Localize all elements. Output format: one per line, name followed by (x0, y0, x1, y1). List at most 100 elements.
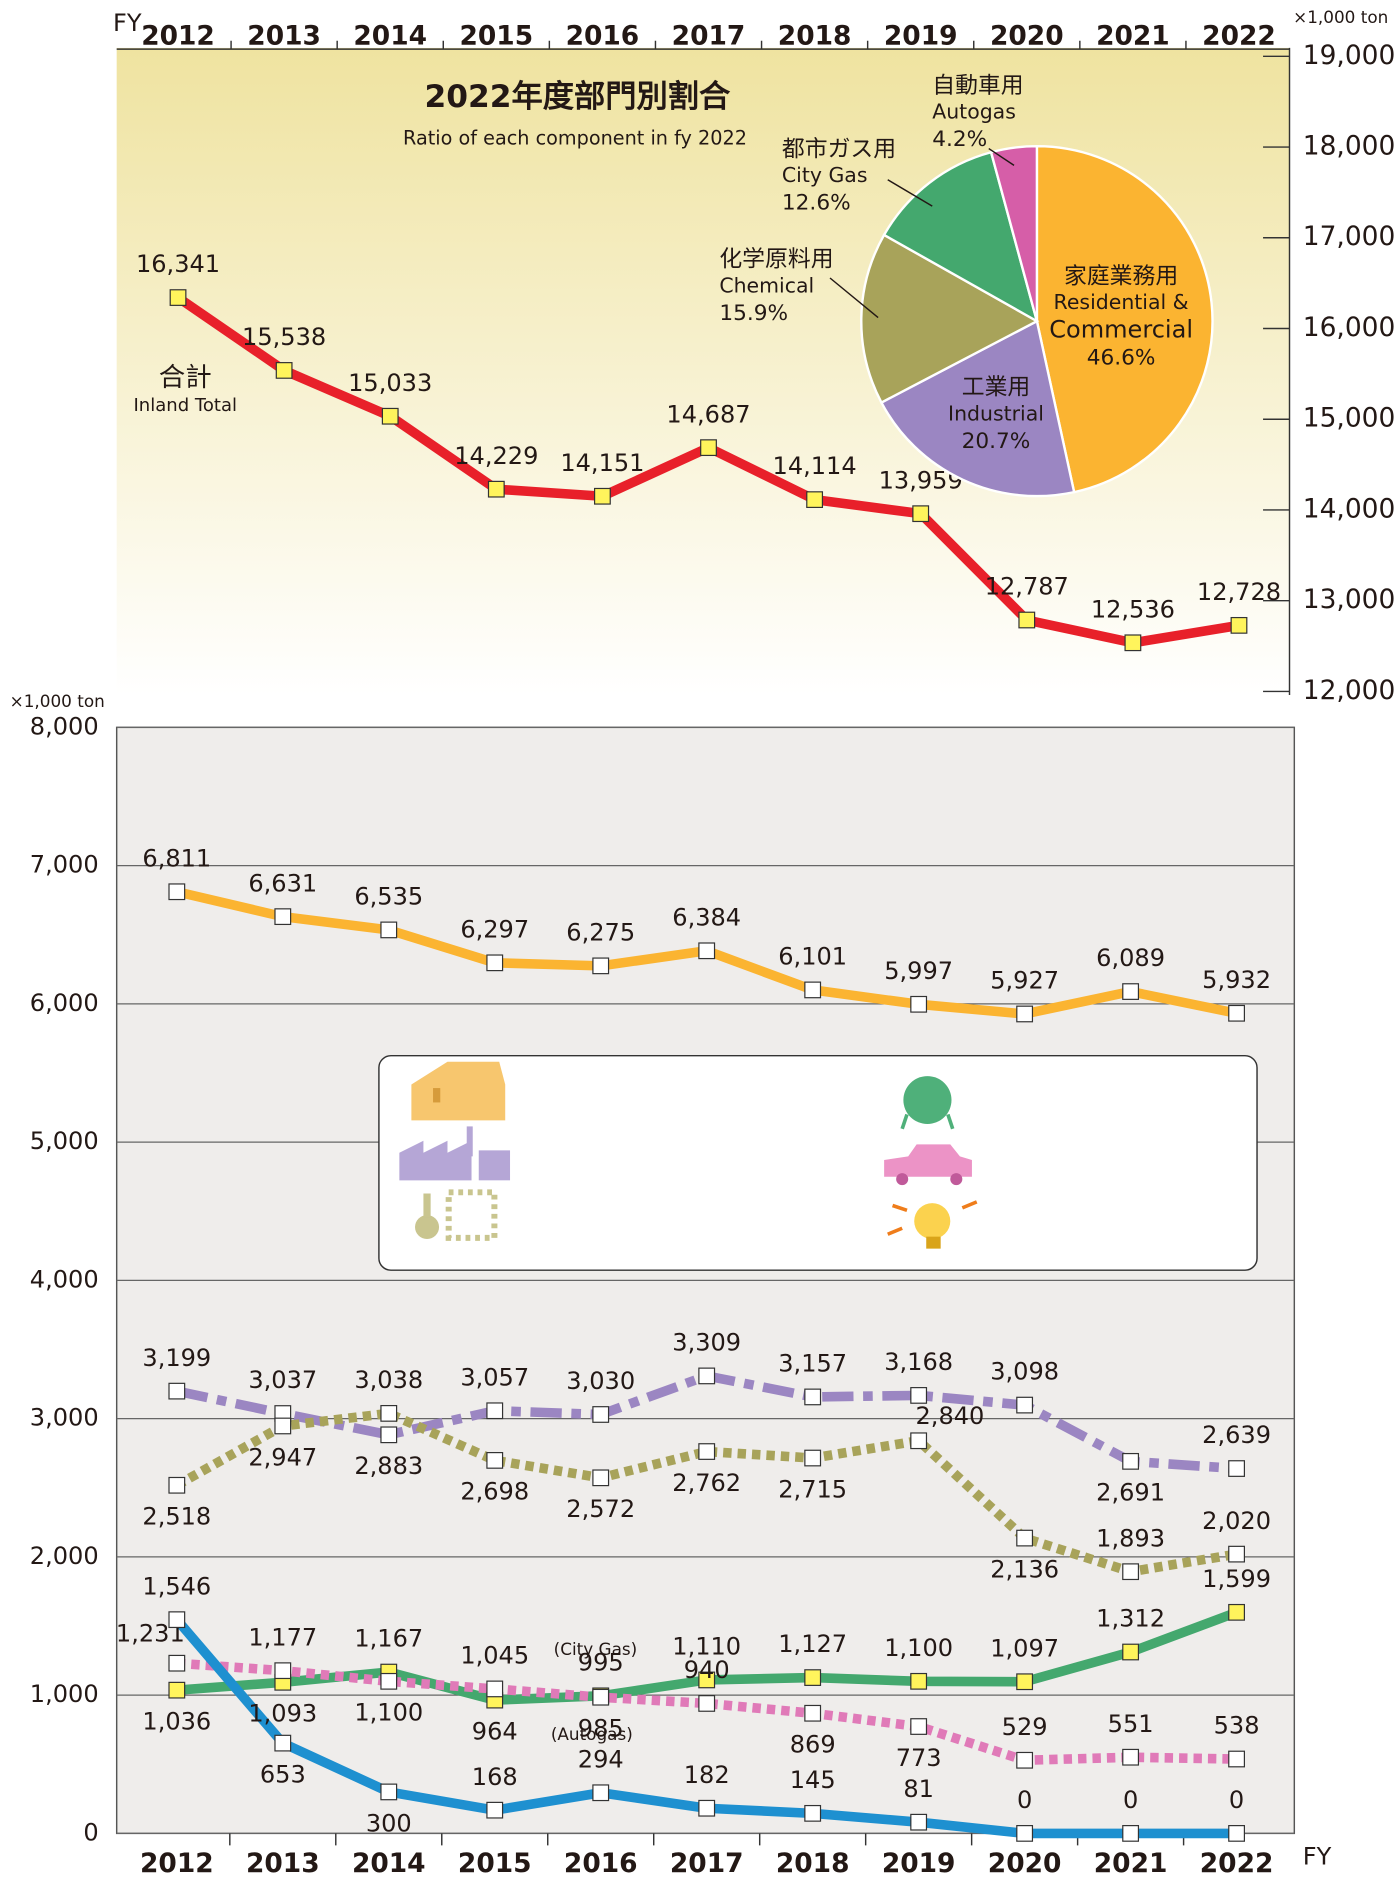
series-line (176, 1658, 1237, 1766)
marker (486, 1402, 504, 1420)
x-tick-label: 2022 (1200, 1848, 1274, 1879)
value-label: 12,787 (985, 573, 1069, 601)
value-label: 14,151 (560, 449, 644, 477)
value-label: 2,698 (460, 1478, 529, 1506)
icon-house (411, 1061, 506, 1121)
value-label: 653 (260, 1761, 306, 1789)
y-tick-label: 2,000 (30, 1542, 99, 1570)
marker (274, 1662, 292, 1680)
value-label: 6,535 (354, 883, 423, 911)
leader-line (887, 179, 933, 207)
x-tick-label: 2012 (140, 1848, 214, 1879)
pie-value-label: 46.6% (1087, 345, 1156, 370)
value-label: 1,546 (142, 1572, 211, 1600)
x-tick-label: 2019 (884, 21, 958, 52)
y-tick-label: 6,000 (30, 989, 99, 1017)
marker (486, 954, 504, 972)
marker (804, 1704, 822, 1722)
pie-label: 家庭業務用 (1064, 263, 1178, 289)
value-label: 985 (578, 1715, 624, 1743)
marker (380, 1404, 398, 1422)
marker (698, 942, 716, 960)
marker (592, 1688, 610, 1706)
value-label: 294 (578, 1745, 624, 1773)
y-tick-label: 0 (83, 1818, 98, 1846)
marker (910, 1718, 928, 1735)
value-label: 3,199 (142, 1344, 211, 1372)
marker (804, 1388, 822, 1406)
pie-label: 都市ガス用 (782, 136, 896, 162)
value-label: 2,715 (778, 1475, 847, 1503)
series-label-en: Inland Total (133, 395, 237, 416)
y-unit: ×1,000 ton (10, 691, 105, 711)
pie-label: 自動車用 (932, 73, 1023, 99)
marker (274, 1417, 292, 1435)
value-label: 14,114 (773, 452, 857, 480)
marker (698, 1443, 716, 1460)
value-label: 6,089 (1096, 944, 1165, 972)
marker (1228, 1750, 1246, 1768)
pie-label-en: Autogas (932, 100, 1016, 124)
x-axis-title: FY (113, 9, 142, 37)
y-tick-label: 3,000 (30, 1404, 99, 1432)
marker (592, 957, 610, 975)
value-label: 1,100 (884, 1634, 953, 1662)
value-label: 3,030 (566, 1367, 635, 1395)
value-label: 6,275 (566, 919, 635, 947)
value-label: 3,038 (354, 1366, 423, 1394)
marker (380, 1426, 398, 1444)
x-tick-label: 2021 (1094, 1848, 1168, 1879)
pie-slice (860, 233, 1040, 405)
pie-slice (879, 319, 1076, 498)
marker (698, 1671, 716, 1689)
value-label: 3,309 (672, 1329, 741, 1357)
x-tick-label: 2019 (882, 1848, 956, 1879)
pie-value-label: 20.7% (962, 429, 1031, 454)
y-tick-label: 18,000 (1303, 131, 1396, 162)
marker (1228, 1004, 1246, 1022)
y-tick-label: 15,000 (1303, 403, 1396, 434)
value-label: 2,762 (672, 1469, 741, 1497)
value-label: 2,691 (1096, 1479, 1165, 1507)
marker (910, 1432, 928, 1450)
icon-car (884, 1144, 972, 1186)
marker (381, 407, 399, 425)
x-tick-label: 2014 (352, 1848, 426, 1879)
canvas: 12,000 13,000 14,000 15,000 16,000 17,000 18,0… (10, 7, 1396, 1879)
pie-label-en: Residential & (1054, 290, 1189, 314)
value-label: 145 (790, 1766, 836, 1794)
y-tick-label: 5,000 (30, 1127, 99, 1155)
value-label: 0 (1017, 1786, 1032, 1814)
pie-label-en: City Gas (782, 163, 868, 187)
y-tick-label: 13,000 (1303, 584, 1396, 615)
marker (1122, 1452, 1140, 1470)
legend-box (378, 1054, 1258, 1271)
marker (274, 1734, 292, 1752)
leader-line (988, 147, 1015, 166)
marker (910, 1813, 928, 1831)
value-label: 0 (1229, 1786, 1244, 1814)
marker (593, 487, 611, 505)
value-label: 2,947 (248, 1443, 317, 1471)
value-label: 964 (472, 1718, 518, 1746)
y-tick-label: 17,000 (1303, 221, 1396, 252)
marker (1122, 1643, 1140, 1661)
value-label: 6,631 (248, 869, 317, 897)
value-label: 182 (684, 1761, 730, 1789)
marker (592, 1406, 610, 1423)
marker (1228, 1460, 1246, 1477)
y-tick-label: 14,000 (1303, 493, 1396, 524)
annotation: (City Gas) (554, 1639, 638, 1659)
marker (487, 480, 505, 498)
marker (804, 981, 822, 999)
pie-label-en: Industrial (948, 402, 1044, 426)
x-tick-label: 2018 (776, 1848, 850, 1879)
value-label: 6,811 (142, 844, 211, 872)
value-label: 5,997 (884, 957, 953, 985)
marker (910, 1672, 928, 1690)
x-tick-label: 2020 (990, 21, 1064, 52)
value-label: 3,098 (990, 1358, 1059, 1386)
x-tick-label: 2013 (246, 1848, 320, 1879)
marks-layer: 12,000 13,000 14,000 15,000 16,000 17,000 18,0… (10, 7, 1396, 1879)
